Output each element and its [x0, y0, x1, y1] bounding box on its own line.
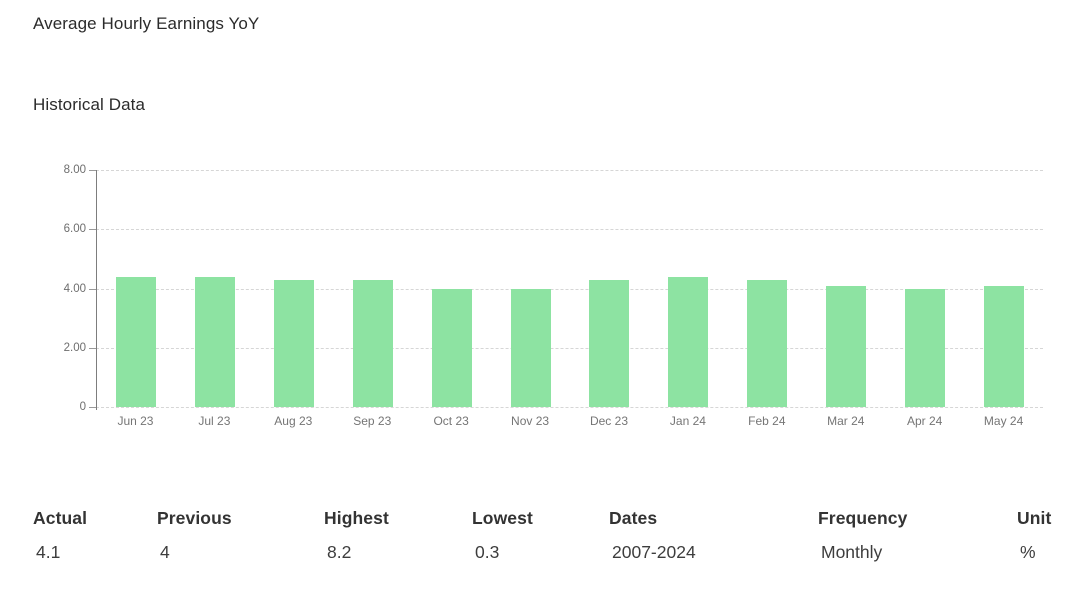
chart-bar-may-24[interactable] — [983, 285, 1024, 407]
x-tick-label: Aug 23 — [274, 414, 313, 428]
summary-column-unit: Unit % — [1017, 506, 1058, 564]
y-tick-mark — [89, 288, 96, 290]
x-axis-labels: Jun 23 Jul 23 Aug 23 Sep 23 Oct 23 Nov 23 Dec … — [96, 414, 1043, 429]
y-tick-label: 6.00 — [63, 223, 86, 236]
y-axis-line — [96, 170, 97, 410]
chart-bar-feb-24[interactable] — [747, 279, 788, 407]
bar-slot — [97, 170, 176, 407]
summary-value-highest: 8.2 — [327, 542, 352, 562]
summary-column-lowest: Lowest 0.3 — [472, 506, 609, 564]
chart-bar-oct-23[interactable] — [431, 288, 472, 407]
y-tick-label: 2.00 — [63, 341, 86, 354]
y-tick-label: 4.00 — [63, 282, 86, 295]
summary-value-unit: % — [1020, 542, 1036, 562]
chart-bar-jun-23[interactable] — [116, 276, 157, 407]
x-tick-label: Jul 23 — [198, 414, 231, 428]
summary-column-highest: Highest 8.2 — [324, 506, 472, 564]
summary-value-lowest: 0.3 — [475, 542, 500, 562]
y-tick-label: 0 — [79, 401, 86, 413]
summary-column-actual: Actual 4.1 — [33, 506, 157, 564]
chart-bar-aug-23[interactable] — [274, 279, 315, 407]
summary-table: Actual 4.1 Previous 4 Highest 8.2 Lowest… — [33, 506, 1058, 564]
chart-bar-dec-23[interactable] — [589, 279, 630, 407]
x-tick-label: Oct 23 — [433, 414, 469, 428]
chart-bar-sep-23[interactable] — [352, 279, 393, 407]
summary-header-unit: Unit — [1017, 508, 1052, 528]
bar-slot — [255, 170, 334, 407]
summary-header-highest: Highest — [324, 508, 389, 528]
summary-value-previous: 4 — [160, 542, 170, 562]
summary-column-frequency: Frequency Monthly — [818, 506, 1017, 564]
plot-area: 8.00 6.00 4.00 2.00 0 — [64, 164, 1043, 413]
y-tick-mark — [89, 407, 96, 408]
historical-data-chart: 8.00 6.00 4.00 2.00 0 Jun 23 Jul 23 Aug 23 Sep … — [33, 164, 1058, 429]
bar-slot — [333, 170, 412, 407]
summary-value-actual: 4.1 — [36, 542, 61, 562]
bar-slot — [176, 170, 255, 407]
bar-slot — [885, 170, 964, 407]
bar-slot — [649, 170, 728, 407]
bar-slot — [806, 170, 885, 407]
y-tick-mark — [89, 229, 96, 231]
bar-series — [97, 170, 1043, 407]
x-tick-label: Jun 23 — [117, 414, 154, 428]
y-tick-label: 8.00 — [63, 164, 86, 176]
y-tick-mark — [89, 347, 96, 349]
gridline — [96, 347, 1043, 349]
x-tick-label: Apr 24 — [907, 414, 943, 428]
summary-column-previous: Previous 4 — [157, 506, 324, 564]
x-tick-label: Mar 24 — [827, 414, 865, 428]
page-title: Average Hourly Earnings YoY — [33, 14, 260, 33]
summary-header-dates: Dates — [609, 508, 658, 528]
page: Average Hourly Earnings YoY Historical D… — [33, 14, 1058, 564]
summary-header-lowest: Lowest — [472, 508, 533, 528]
summary-value-dates: 2007-2024 — [612, 542, 696, 562]
bar-slot — [412, 170, 491, 407]
chart-bar-apr-24[interactable] — [904, 288, 945, 407]
summary-header-frequency: Frequency — [818, 508, 908, 528]
summary-value-frequency: Monthly — [821, 542, 883, 562]
gridline — [96, 229, 1043, 231]
bar-slot — [491, 170, 570, 407]
chart-bar-mar-24[interactable] — [825, 285, 866, 407]
gridline — [96, 288, 1043, 290]
x-tick-label: Dec 23 — [589, 414, 628, 428]
summary-column-dates: Dates 2007-2024 — [609, 506, 818, 564]
x-tick-label: May 24 — [983, 414, 1024, 428]
bar-slot — [728, 170, 807, 407]
x-tick-label: Feb 24 — [748, 414, 786, 428]
x-tick-label: Sep 23 — [353, 414, 392, 428]
summary-header-previous: Previous — [157, 508, 232, 528]
bar-slot — [964, 170, 1043, 407]
chart-bar-jul-23[interactable] — [195, 276, 236, 407]
y-tick-mark — [89, 170, 96, 171]
x-tick-label: Jan 24 — [669, 414, 706, 428]
gridline — [96, 407, 1043, 408]
summary-header-actual: Actual — [33, 508, 88, 528]
chart-bar-nov-23[interactable] — [510, 288, 551, 407]
chart-bar-jan-24[interactable] — [668, 276, 709, 407]
section-title: Historical Data — [33, 95, 146, 114]
x-tick-label: Nov 23 — [511, 414, 550, 428]
gridline — [96, 170, 1043, 171]
bar-slot — [570, 170, 649, 407]
